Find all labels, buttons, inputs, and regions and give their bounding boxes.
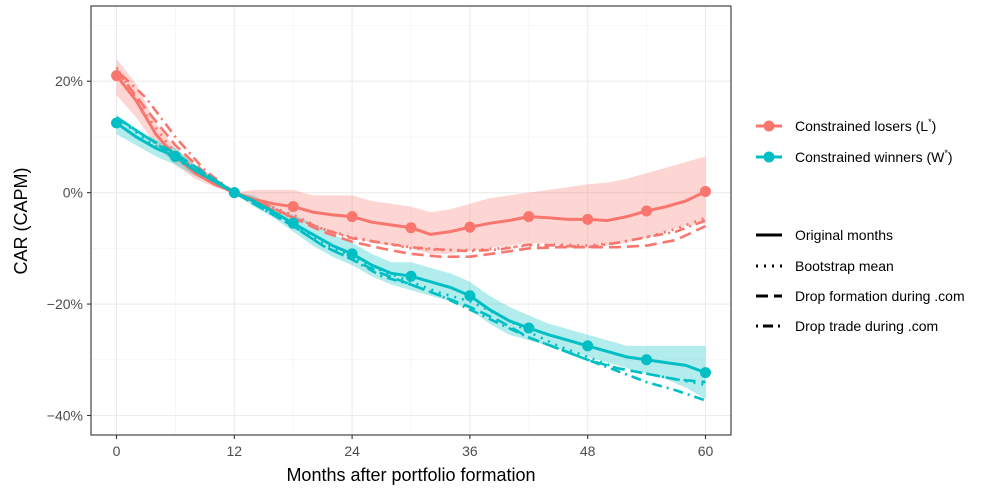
winners-marker [405, 270, 417, 282]
losers-marker [346, 211, 358, 223]
legend-drop-trade-label: Drop trade during .com [795, 318, 938, 334]
x-tick-label: 24 [344, 443, 360, 459]
losers-marker [641, 205, 653, 217]
losers-marker [582, 213, 594, 225]
legend-winners-label: Constrained winners (W*) [795, 148, 953, 165]
legend-original-label: Original months [795, 227, 893, 243]
panel-border [90, 5, 732, 436]
legend-groups: Constrained losers (L*) Constrained winne… [756, 117, 953, 165]
legend-linetypes: Original months Bootstrap mean Drop format… [756, 227, 965, 334]
y-tick-label: −20% [47, 296, 83, 312]
grid-lines [91, 6, 731, 435]
winners-confidence-band [116, 114, 706, 399]
legend-losers-label: Constrained losers (L*) [795, 117, 936, 134]
losers-marker [699, 186, 711, 198]
x-tick-label: 12 [227, 443, 243, 459]
x-tick-label: 48 [580, 443, 596, 459]
losers-marker [523, 211, 535, 223]
winners-marker [464, 290, 476, 302]
series-markers [111, 70, 711, 379]
legend-losers-marker [763, 120, 775, 132]
legend-winners-marker [763, 151, 775, 163]
winners-marker [582, 340, 594, 352]
winners-marker [111, 117, 123, 129]
winners-marker [346, 248, 358, 260]
legend-bootstrap-label: Bootstrap mean [795, 258, 894, 274]
winners-drop-formation-line [115, 116, 706, 384]
winners-marker [699, 367, 711, 379]
winners-marker [641, 354, 653, 366]
losers-marker [464, 221, 476, 233]
x-tick-label: 60 [698, 443, 714, 459]
winners-marker [523, 322, 535, 334]
x-tick-label: 36 [462, 443, 478, 459]
y-axis-title: CAR (CAPM) [11, 168, 31, 275]
x-axis-ticks: 0 12 24 36 48 60 [113, 435, 714, 459]
losers-marker [111, 70, 123, 82]
winners-marker [169, 150, 181, 162]
winners-drop-trade-line [115, 116, 706, 402]
winners-marker [287, 217, 299, 229]
legend-drop-formation-label: Drop formation during .com [795, 288, 965, 304]
y-axis-ticks: 20% 0% −20% −40% [47, 73, 91, 424]
y-tick-label: 0% [63, 185, 83, 201]
losers-marker [405, 222, 417, 234]
losers-marker [287, 201, 299, 213]
winners-marker [228, 187, 240, 199]
y-tick-label: −40% [47, 408, 83, 424]
x-tick-label: 0 [113, 443, 121, 459]
y-tick-label: 20% [55, 73, 83, 89]
losers-drop-trade-line [115, 69, 706, 253]
x-axis-title: Months after portfolio formation [286, 465, 535, 485]
